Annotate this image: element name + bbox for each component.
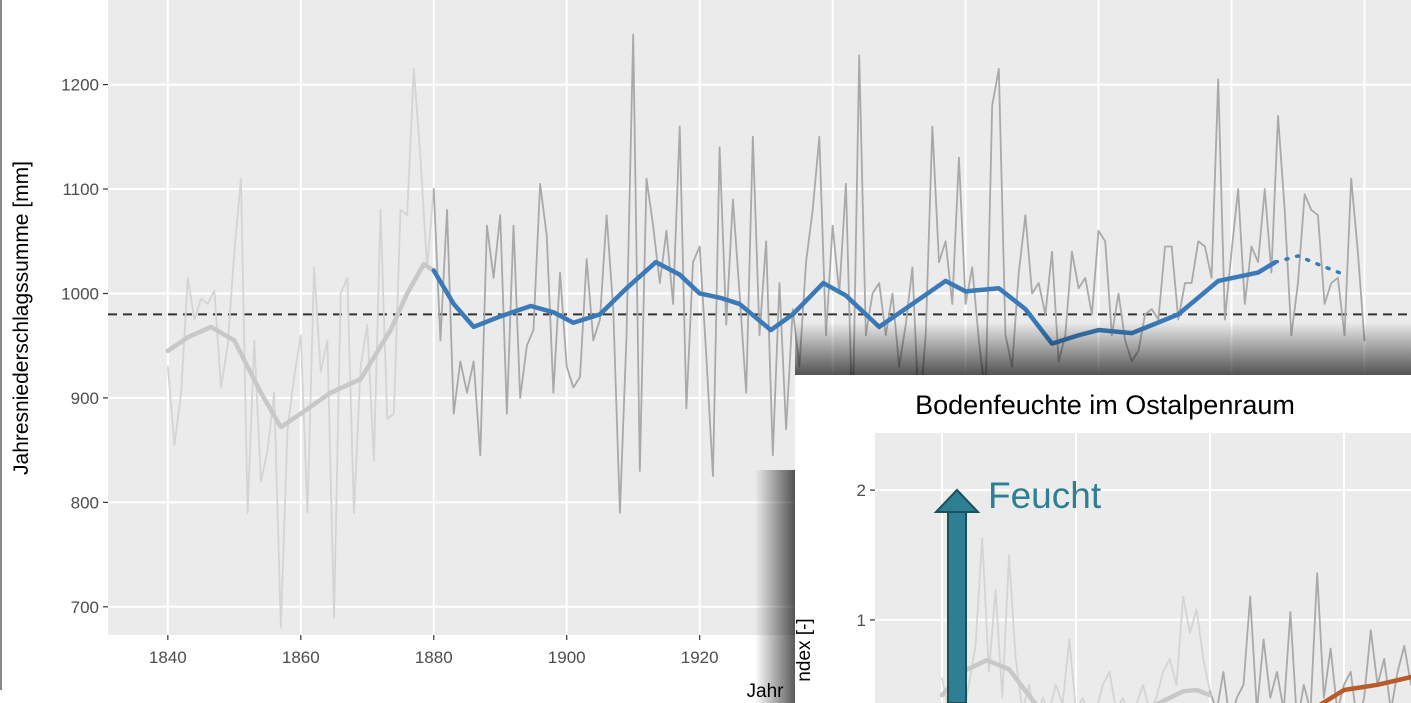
y-tick-label: 700 — [71, 598, 99, 617]
y-tick-label: 2 — [857, 481, 866, 500]
x-tick-label: 1920 — [681, 648, 719, 667]
x-tick-label: 1840 — [149, 648, 187, 667]
shadow — [755, 470, 795, 703]
y-tick-label: 1200 — [61, 76, 99, 95]
inset-title: Bodenfeuchte im Ostalpenraum — [915, 390, 1295, 420]
arrow-shaft — [947, 509, 967, 703]
data-line — [165, 261, 436, 430]
x-tick-label: 1900 — [548, 648, 586, 667]
x-tick-label: 1860 — [282, 648, 320, 667]
data-line — [1318, 674, 1411, 703]
y-tick-label: 1000 — [61, 284, 99, 303]
y-tick-label: 1100 — [62, 180, 99, 199]
data-line — [166, 68, 435, 629]
annotation: Feucht — [988, 475, 1102, 516]
x-tick-label: 1880 — [415, 648, 453, 667]
y-axis-title: ndex [-] — [794, 618, 815, 681]
annotation-group: Feucht — [933, 475, 1102, 703]
shadow — [795, 322, 1411, 375]
data-line — [941, 537, 1211, 703]
data-line — [939, 657, 1213, 703]
inset-panel: Bodenfeuchte im Ostalpenraum ndex [-] 1 2 — [794, 375, 1411, 703]
data-line — [1273, 254, 1347, 277]
y-tick-label: 800 — [71, 493, 99, 512]
y-tick-label: 1 — [857, 611, 866, 630]
data-layer — [939, 537, 1411, 703]
y-tick-label: 900 — [71, 389, 99, 408]
y-axis-title: Jahresniederschlagssumme [mm] — [10, 161, 33, 475]
arrow-head — [933, 488, 981, 513]
